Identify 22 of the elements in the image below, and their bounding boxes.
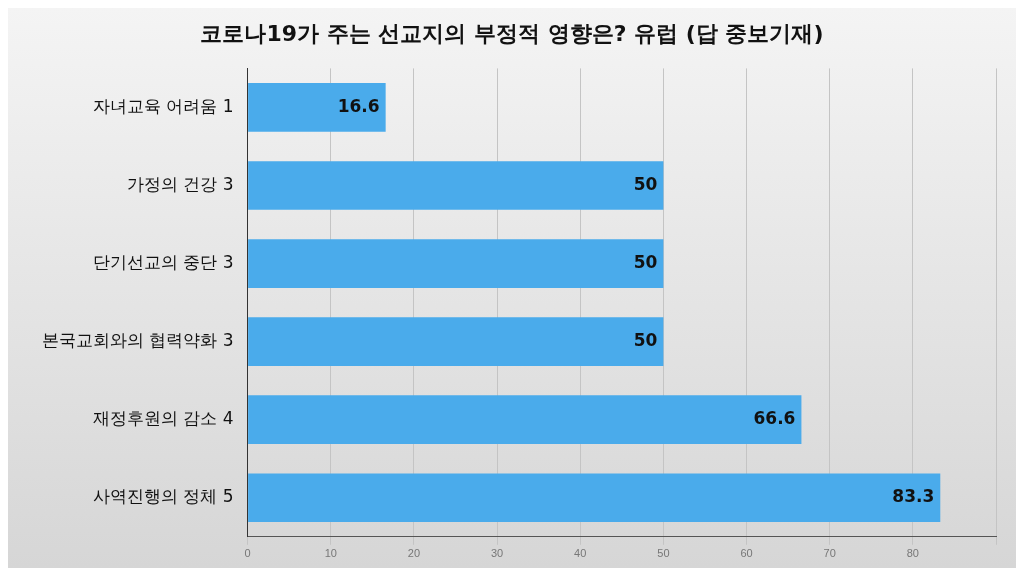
data-label: 50: [633, 330, 658, 351]
x-tick-label: 50: [657, 547, 670, 560]
x-tick-label: 80: [906, 547, 919, 560]
data-label: 66.6: [753, 408, 796, 429]
data-label: 50: [633, 251, 658, 272]
y-tick-label: 단기선교의 중단 3: [93, 251, 234, 272]
y-tick-label: 재정후원의 감소 4: [93, 408, 234, 429]
y-tick-label: 자녀교육 어려움 1: [93, 95, 234, 116]
y-tick-label: 가정의 건강 3: [127, 173, 234, 194]
x-tick-label: 30: [490, 547, 504, 560]
data-label: 50: [633, 173, 658, 194]
y-tick-label: 본국교회와의 협력약화 3: [42, 330, 234, 351]
x-tick-label: 10: [324, 547, 337, 560]
data-label: 83.3: [892, 486, 935, 507]
x-tick-label: 20: [407, 547, 421, 560]
data-label: 16.6: [337, 95, 380, 116]
x-tick-label: 70: [823, 547, 836, 560]
y-tick-label: 사역진행의 정체 5: [93, 486, 234, 507]
x-tick-label: 60: [740, 547, 753, 560]
chart-title: 코로나19가 주는 선교지의 부정적 영향은? 유럽 (답 중보기재): [200, 20, 824, 46]
x-tick-label: 0: [244, 547, 251, 560]
x-tick-label: 40: [574, 547, 587, 560]
